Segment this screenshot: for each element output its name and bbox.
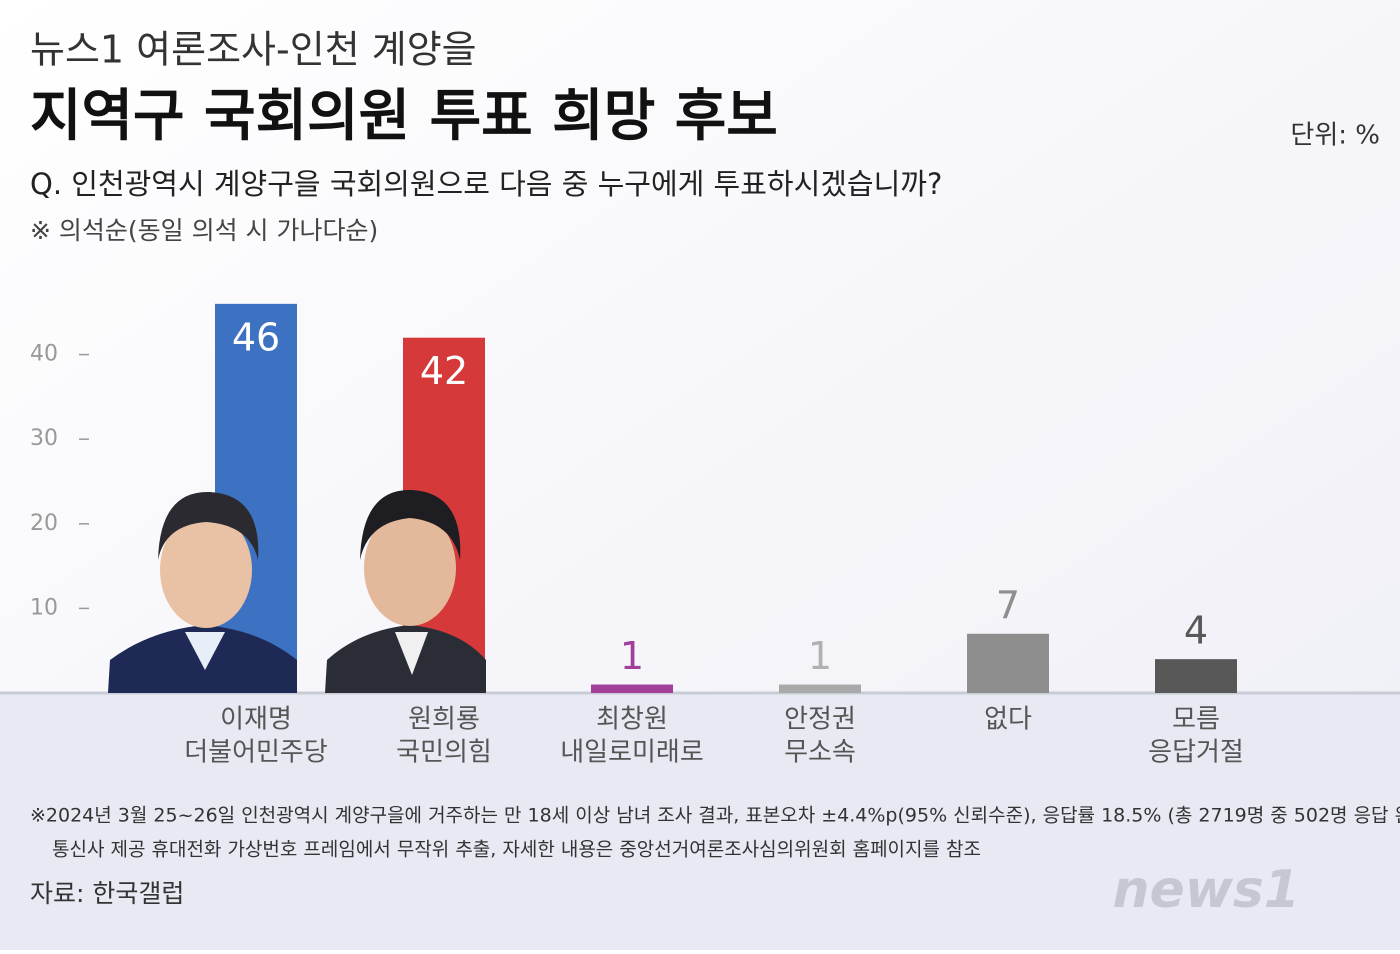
value-label: 42	[420, 349, 468, 393]
note: ※ 의석순(동일 의석 시 가나다순)	[30, 216, 378, 245]
bar	[967, 633, 1049, 693]
chart-title: 지역구 국회의원 투표 희망 후보	[30, 84, 778, 149]
value-label: 4	[1184, 609, 1208, 653]
lower-band	[0, 693, 1400, 950]
footnote: 통신사 제공 휴대전화 가상번호 프레임에서 무작위 추출, 자세한 내용은 중…	[52, 839, 981, 861]
bar	[591, 684, 673, 693]
footnote: ※2024년 3월 25~26일 인천광역시 계양구을에 거주하는 만 18세 …	[30, 805, 1400, 827]
kicker: 뉴스1 여론조사-인천 계양을	[30, 28, 477, 72]
x-tick-sublabel: 더불어민주당	[184, 738, 328, 768]
x-tick-sublabel: 국민의힘	[396, 738, 492, 768]
logo: news1	[1113, 860, 1300, 920]
value-label: 1	[808, 634, 832, 678]
x-tick-label: 원희룡	[408, 705, 480, 735]
y-tick-label: 10	[30, 595, 58, 620]
value-label: 1	[620, 634, 644, 678]
source: 자료: 한국갤럽	[30, 879, 184, 908]
x-tick-label: 이재명	[220, 705, 292, 735]
y-tick-label: 30	[30, 426, 58, 451]
y-tick-label: 40	[30, 342, 58, 367]
x-tick-label: 안정권	[784, 705, 856, 735]
candidate-photos	[108, 489, 486, 693]
x-tick-sublabel: 응답거절	[1148, 738, 1244, 768]
x-tick-sublabel: 내일로미래로	[560, 738, 704, 768]
x-tick-sublabel: 무소속	[784, 738, 856, 768]
value-label: 7	[996, 583, 1020, 627]
x-tick-label: 최창원	[596, 705, 668, 735]
value-label: 46	[232, 315, 280, 359]
unit: 단위: %	[1290, 121, 1380, 151]
y-tick-label: 20	[30, 511, 58, 536]
bar	[779, 684, 861, 693]
x-tick-label: 모름	[1172, 705, 1220, 735]
bar	[1155, 659, 1237, 693]
x-tick-label: 없다	[984, 705, 1032, 735]
question: Q. 인천광역시 계양구을 국회의원으로 다음 중 누구에게 투표하시겠습니까?	[30, 167, 942, 201]
